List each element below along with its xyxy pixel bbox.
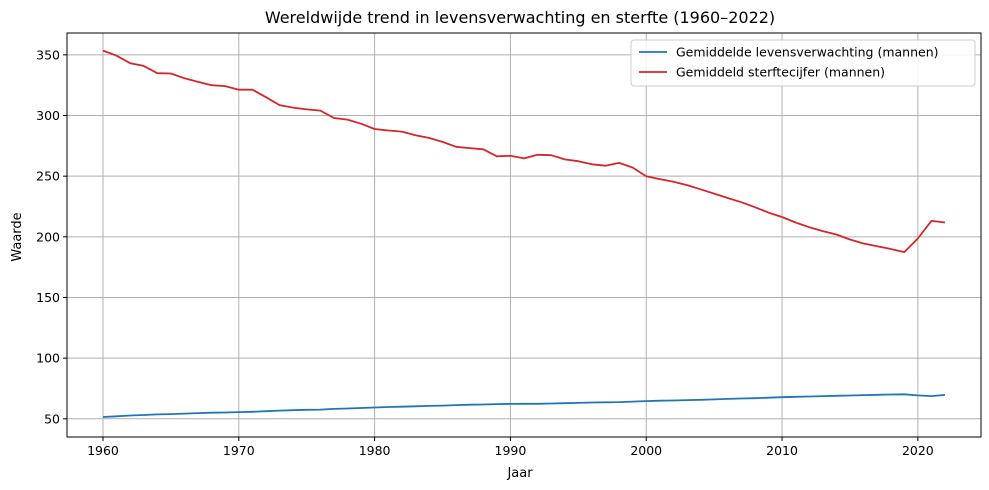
series-line-1: [102, 393, 946, 418]
y-tick-label: 250: [36, 169, 60, 184]
legend-label: Gemiddeld sterftecijfer (mannen): [676, 65, 885, 80]
x-tick-label: 1980: [359, 443, 391, 458]
x-axis-label: Jaar: [506, 466, 533, 481]
chart-title: Wereldwijde trend in levensverwachting e…: [265, 8, 775, 27]
axis-ticks: 1960 1970 1980 1990 2000 2010 2020 50 100 150 200 2…: [36, 47, 934, 458]
x-tick-label: 2010: [766, 443, 798, 458]
legend: Gemiddelde levensverwachting (mannen) Gem…: [630, 39, 976, 87]
x-tick-label: 2020: [902, 443, 934, 458]
y-tick-label: 150: [36, 290, 60, 305]
x-tick-label: 1960: [87, 443, 119, 458]
plot-frame: [66, 32, 982, 438]
y-axis-label: Waarde: [10, 212, 25, 261]
y-tick-label: 100: [36, 351, 60, 366]
x-tick-label: 2000: [630, 443, 662, 458]
series-line-2: [102, 49, 946, 254]
legend-box: [630, 39, 976, 87]
y-tick-label: 200: [36, 229, 60, 244]
gridlines: [67, 33, 981, 437]
y-tick-label: 300: [36, 108, 60, 123]
legend-label: Gemiddelde levensverwachting (mannen): [676, 45, 939, 60]
series-group: [102, 49, 946, 418]
x-tick-label: 1990: [495, 443, 527, 458]
y-tick-label: 350: [36, 47, 60, 62]
x-tick-label: 1970: [223, 443, 255, 458]
y-tick-label: 50: [44, 411, 60, 426]
